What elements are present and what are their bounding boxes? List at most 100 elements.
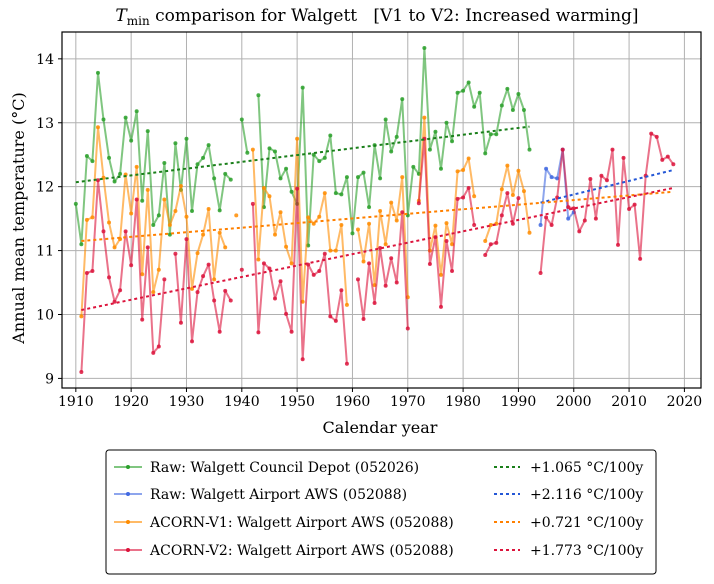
data-point (245, 150, 250, 155)
data-point (107, 220, 112, 225)
legend: Raw: Walgett Council Depot (052026) +1.06… (105, 449, 657, 575)
data-point (521, 107, 526, 112)
data-point (488, 132, 493, 137)
series-line (357, 211, 409, 329)
data-point (361, 316, 366, 321)
trend-line-3 (81, 186, 674, 312)
data-point (273, 232, 277, 237)
x-axis: 1910 1920 1930 1940 1950 1960 1970 1980 1990 2000… (58, 388, 702, 410)
series-line (484, 164, 531, 242)
legend-marker-icon (126, 520, 130, 524)
data-point (256, 330, 261, 335)
data-point (112, 299, 117, 304)
data-point (201, 155, 206, 160)
data-point (328, 314, 333, 319)
data-point (350, 231, 355, 236)
data-point (223, 171, 228, 176)
data-point (466, 185, 471, 190)
data-point (300, 85, 305, 90)
data-point (322, 191, 327, 196)
legend-frame (105, 449, 657, 575)
legend-entry-2: ACORN-V1: Walgett Airport AWS (052088) +0… (114, 515, 643, 531)
data-point (527, 147, 532, 152)
data-point (400, 210, 405, 215)
data-point (333, 318, 338, 323)
data-point (627, 207, 632, 212)
data-point (162, 161, 167, 166)
data-point (95, 125, 100, 130)
legend-marker-icon (126, 548, 130, 552)
data-point (162, 277, 167, 282)
data-point (450, 139, 455, 144)
data-point (90, 159, 95, 164)
x-tick-label: 2010 (611, 394, 647, 410)
trend-line-0 (75, 125, 530, 184)
data-point (599, 173, 604, 178)
data-point (560, 147, 565, 152)
legend-trend-label: +1.065 °C/100y (530, 460, 643, 476)
data-point (544, 215, 549, 220)
x-tick-label: 1990 (501, 394, 537, 410)
y-tick-label: 11 (36, 244, 54, 260)
data-point (444, 238, 449, 243)
data-point (355, 277, 360, 282)
data-point (239, 117, 244, 122)
data-point (444, 221, 449, 226)
data-point (593, 216, 598, 221)
series-line (240, 119, 249, 153)
data-point (466, 156, 471, 161)
x-tick-label: 1940 (224, 394, 260, 410)
data-point (84, 270, 89, 275)
data-point (317, 269, 322, 274)
data-point (190, 208, 195, 213)
data-point (206, 143, 211, 148)
data-point (488, 242, 493, 247)
data-point (549, 223, 554, 228)
data-point (184, 214, 189, 219)
data-point (90, 215, 95, 220)
data-point (339, 288, 344, 293)
legend-entry-0: Raw: Walgett Council Depot (052026) +1.06… (114, 460, 643, 476)
data-point (256, 257, 261, 262)
data-point (660, 157, 665, 162)
data-point (173, 251, 178, 256)
data-point (167, 223, 172, 228)
legend-entry-3: ACORN-V2: Walgett Airport AWS (052088) +1… (114, 543, 643, 559)
data-point (427, 147, 432, 152)
data-point (389, 200, 394, 205)
data-point (217, 329, 222, 334)
data-point (328, 133, 333, 138)
data-point (450, 269, 455, 274)
data-point (367, 261, 372, 266)
data-point (317, 159, 322, 164)
data-point (333, 248, 338, 253)
data-point (355, 227, 360, 232)
data-point (344, 175, 349, 180)
y-tick-label: 9 (45, 371, 54, 387)
data-point (156, 267, 161, 272)
data-point (461, 88, 466, 93)
data-point (378, 176, 383, 181)
data-point (367, 221, 372, 226)
data-point (549, 175, 554, 180)
data-point (73, 201, 78, 206)
data-point (389, 149, 394, 154)
series-line (80, 179, 166, 373)
data-point (372, 300, 377, 305)
data-point (295, 136, 300, 141)
data-point (455, 196, 460, 201)
x-tick-label: 2020 (667, 394, 703, 410)
title-text: comparison for Walgett [V1 to V2: Increa… (150, 6, 639, 26)
data-point (472, 104, 477, 109)
data-point (472, 194, 477, 199)
data-point (156, 344, 161, 349)
data-point (178, 184, 183, 189)
data-point (250, 201, 255, 206)
data-point (217, 230, 222, 235)
data-point (505, 86, 510, 91)
data-point (101, 229, 106, 234)
data-point (577, 229, 582, 234)
legend-label: ACORN-V1: Walgett Airport AWS (052088) (149, 515, 454, 531)
data-point (223, 245, 228, 250)
data-point (400, 97, 405, 102)
